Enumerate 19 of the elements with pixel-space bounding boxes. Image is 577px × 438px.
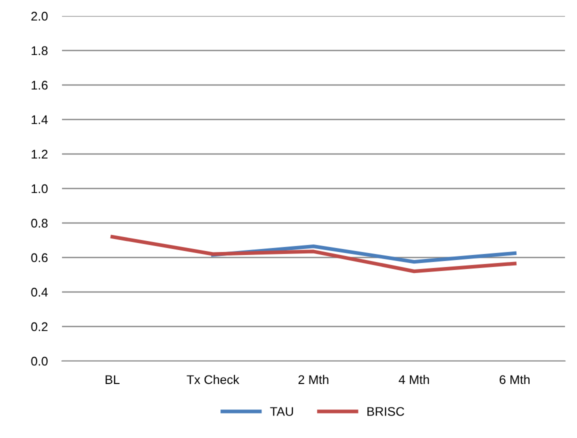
- x-tick-label: 4 Mth: [398, 374, 429, 384]
- y-tick-label: 1.0: [32, 184, 48, 194]
- y-tick-label: 0.2: [31, 322, 48, 332]
- x-tick-label: 2 Mth: [298, 374, 328, 384]
- y-tick-label: 1.4: [32, 115, 48, 124]
- legend-label: TAU: [270, 407, 293, 416]
- y-tick-label: 0.8: [31, 218, 48, 228]
- legend-label: BRISC: [367, 407, 404, 416]
- y-tick-label: 1.8: [32, 46, 48, 56]
- y-tick-label: 2.0: [31, 12, 48, 21]
- y-tick-label: 0.4: [31, 288, 48, 297]
- y-tick-label: 1.2: [32, 150, 48, 159]
- y-tick-label: 1.6: [32, 80, 48, 90]
- x-tick-label: 6 Mth: [500, 374, 530, 384]
- x-tick-label: Tx Check: [186, 374, 240, 384]
- y-tick-label: 0.6: [31, 253, 48, 262]
- y-tick-label: 0.0: [31, 356, 48, 366]
- line-series: [110, 234, 517, 274]
- x-tick-label: BL: [106, 375, 120, 384]
